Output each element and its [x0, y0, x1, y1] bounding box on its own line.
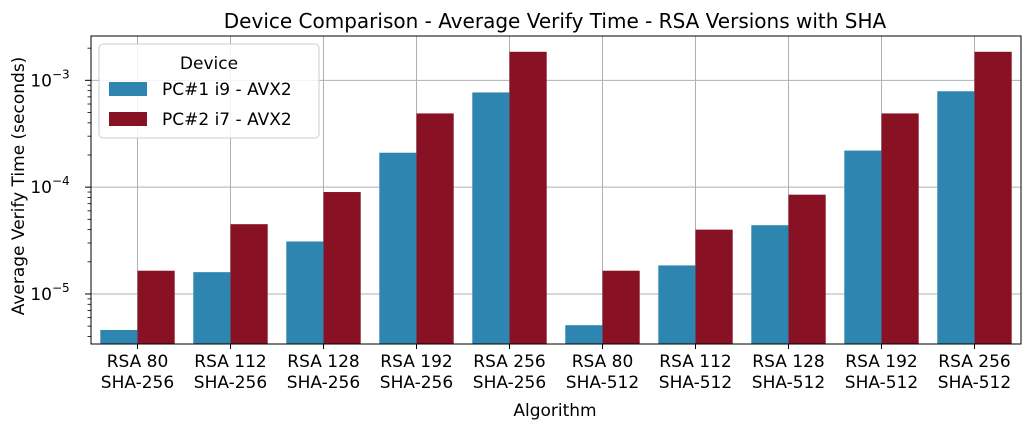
- bar-pc1: [937, 91, 975, 345]
- x-tick-label: SHA-256: [287, 373, 360, 393]
- x-tick-label: RSA 112: [659, 352, 731, 372]
- x-axis-title: Algorithm: [513, 401, 596, 421]
- x-tick-label: RSA 80: [107, 352, 169, 372]
- y-tick-label: 10−5: [30, 281, 69, 305]
- bar-pc2: [230, 224, 268, 344]
- x-tick-label: RSA 112: [194, 352, 266, 372]
- bar-pc2: [881, 113, 919, 345]
- y-tick-label: 10−3: [30, 67, 69, 91]
- bar-pc2: [695, 229, 733, 344]
- bar-pc1: [100, 329, 138, 344]
- x-tick-label: SHA-512: [752, 373, 825, 393]
- legend-box: [98, 43, 320, 139]
- bar-pc2: [416, 113, 454, 345]
- x-tick-label: RSA 256: [938, 352, 1010, 372]
- legend-title: Device: [180, 54, 238, 74]
- x-tick-label: SHA-256: [473, 373, 546, 393]
- y-axis-ticks: 10−5 10−4 10−3: [30, 47, 91, 337]
- bar-pc1: [658, 265, 696, 344]
- x-tick-label: SHA-256: [194, 373, 267, 393]
- bar-pc1: [751, 225, 789, 344]
- x-tick-label: RSA 192: [845, 352, 917, 372]
- x-tick-label: SHA-256: [101, 373, 174, 393]
- x-tick-label: SHA-512: [938, 373, 1011, 393]
- y-tick-label: 10−4: [30, 174, 69, 198]
- legend-label-pc2: PC#2 i7 - AVX2: [162, 110, 292, 130]
- bar-pc1: [565, 325, 603, 344]
- bar-pc1: [472, 92, 510, 344]
- bar-pc2: [323, 192, 361, 344]
- bar-pc2: [974, 51, 1012, 344]
- bars: [100, 51, 1012, 345]
- x-tick-label: SHA-512: [566, 373, 639, 393]
- legend: Device PC#1 i9 - AVX2 PC#2 i7 - AVX2: [98, 43, 320, 139]
- bar-pc2: [788, 194, 826, 344]
- bar-pc1: [844, 150, 882, 344]
- x-tick-label: SHA-512: [659, 373, 732, 393]
- x-tick-label: RSA 128: [287, 352, 359, 372]
- x-tick-label: RSA 192: [380, 352, 452, 372]
- bar-pc1: [379, 152, 417, 344]
- x-tick-label: RSA 128: [752, 352, 824, 372]
- plot-frame: [90, 35, 1022, 345]
- legend-label-pc1: PC#1 i9 - AVX2: [162, 80, 292, 100]
- bar-pc1: [286, 241, 324, 344]
- legend-swatch-pc2: [109, 112, 147, 126]
- x-tick-label: SHA-256: [380, 373, 453, 393]
- x-tick-label: RSA 80: [572, 352, 634, 372]
- bar-pc2: [137, 270, 175, 344]
- y-axis-title: Average Verify Time (seconds): [9, 57, 29, 316]
- bar-pc2: [509, 51, 547, 344]
- x-tick-label: RSA 256: [473, 352, 545, 372]
- legend-swatch-pc1: [109, 82, 147, 96]
- bar-pc1: [193, 272, 231, 344]
- chart-title: Device Comparison - Average Verify Time …: [224, 9, 887, 33]
- x-tick-label: SHA-512: [845, 373, 918, 393]
- bar-pc2: [602, 270, 640, 344]
